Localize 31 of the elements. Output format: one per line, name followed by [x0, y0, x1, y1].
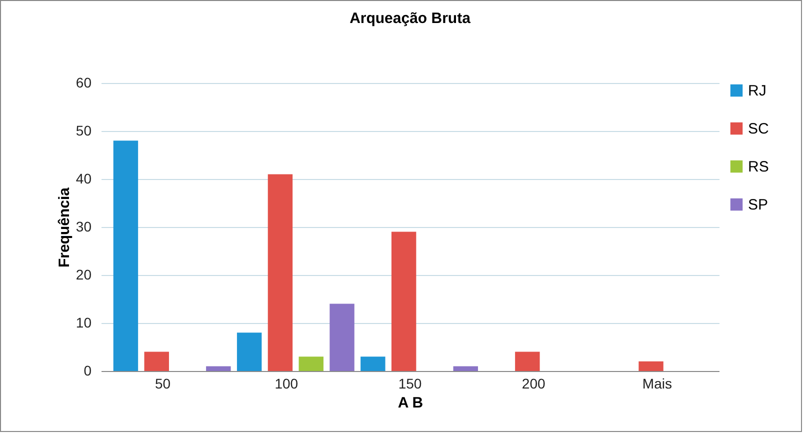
y-tick-label: 0: [84, 362, 92, 378]
bar: [360, 356, 386, 371]
bar: [515, 352, 540, 371]
bar: [206, 366, 231, 371]
bar: [638, 361, 664, 371]
x-tick-label: 50: [155, 376, 171, 392]
y-tick-label: 30: [76, 218, 92, 234]
bar: [268, 174, 293, 371]
x-tick-label: 200: [522, 376, 546, 392]
bar: [453, 366, 478, 371]
x-tick-label: 150: [398, 376, 422, 392]
legend-label: SC: [748, 120, 770, 138]
y-tick-label: 10: [76, 314, 92, 330]
y-tick-label: 40: [76, 170, 92, 186]
bar: [391, 232, 416, 371]
y-tick-label: 60: [76, 74, 92, 90]
x-axis-title: A B: [398, 394, 424, 412]
bar: [298, 356, 324, 371]
legend-label: RS: [748, 158, 769, 176]
x-tick-label: Mais: [642, 376, 672, 392]
bar: [113, 140, 138, 371]
bar: [236, 332, 262, 371]
chart-title: Arqueação Bruta: [350, 10, 472, 27]
bar: [330, 304, 354, 371]
y-tick-label: 20: [76, 266, 92, 282]
legend-label: RJ: [748, 82, 766, 100]
legend-label: SP: [748, 196, 768, 214]
y-axis-title: Frequência: [56, 186, 73, 268]
x-tick-label: 100: [274, 376, 298, 392]
bar: [144, 352, 169, 371]
y-tick-label: 50: [76, 122, 92, 138]
